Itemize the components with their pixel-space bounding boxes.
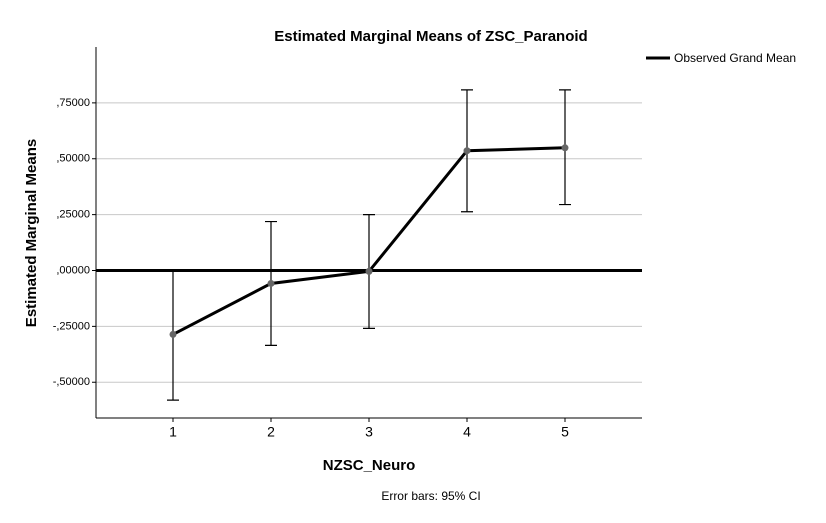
x-tick-label: 3 — [365, 424, 373, 440]
point — [463, 147, 471, 155]
x-tick-label: 5 — [561, 424, 569, 440]
y-axis-label: Estimated Marginal Means — [23, 139, 40, 327]
x-axis-label: NZSC_Neuro — [323, 457, 416, 474]
footnote: Error bars: 95% CI — [381, 489, 480, 503]
point — [365, 267, 373, 275]
legend-label: Observed Grand Mean — [674, 51, 796, 65]
y-tick-label: ,25000 — [56, 209, 90, 221]
y-tick-label: -,50000 — [53, 376, 90, 388]
y-tick-label: ,75000 — [56, 97, 90, 109]
x-tick-label: 2 — [267, 424, 275, 440]
x-tick-label: 4 — [463, 424, 471, 440]
chart-title: Estimated Marginal Means of ZSC_Paranoid — [274, 28, 587, 45]
point — [267, 279, 275, 287]
y-tick-label: ,00000 — [56, 264, 90, 276]
point — [561, 144, 569, 152]
point — [169, 330, 177, 338]
x-tick-label: 1 — [169, 424, 177, 440]
y-tick-label: -,25000 — [53, 320, 90, 332]
y-tick-label: ,50000 — [56, 153, 90, 165]
